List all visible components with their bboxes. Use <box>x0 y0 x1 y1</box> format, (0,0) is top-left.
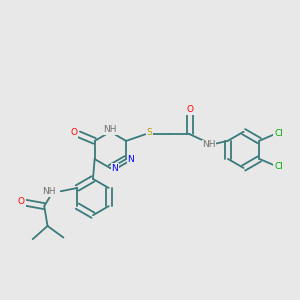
Text: O: O <box>186 105 193 114</box>
Text: NH: NH <box>202 140 216 149</box>
Text: Cl: Cl <box>274 129 283 138</box>
Text: NH: NH <box>42 188 56 196</box>
Text: NH: NH <box>103 125 117 134</box>
Text: S: S <box>147 128 152 137</box>
Text: N: N <box>112 164 118 173</box>
Text: O: O <box>18 197 25 206</box>
Text: O: O <box>71 128 78 137</box>
Text: N: N <box>127 154 134 164</box>
Text: Cl: Cl <box>274 162 283 171</box>
